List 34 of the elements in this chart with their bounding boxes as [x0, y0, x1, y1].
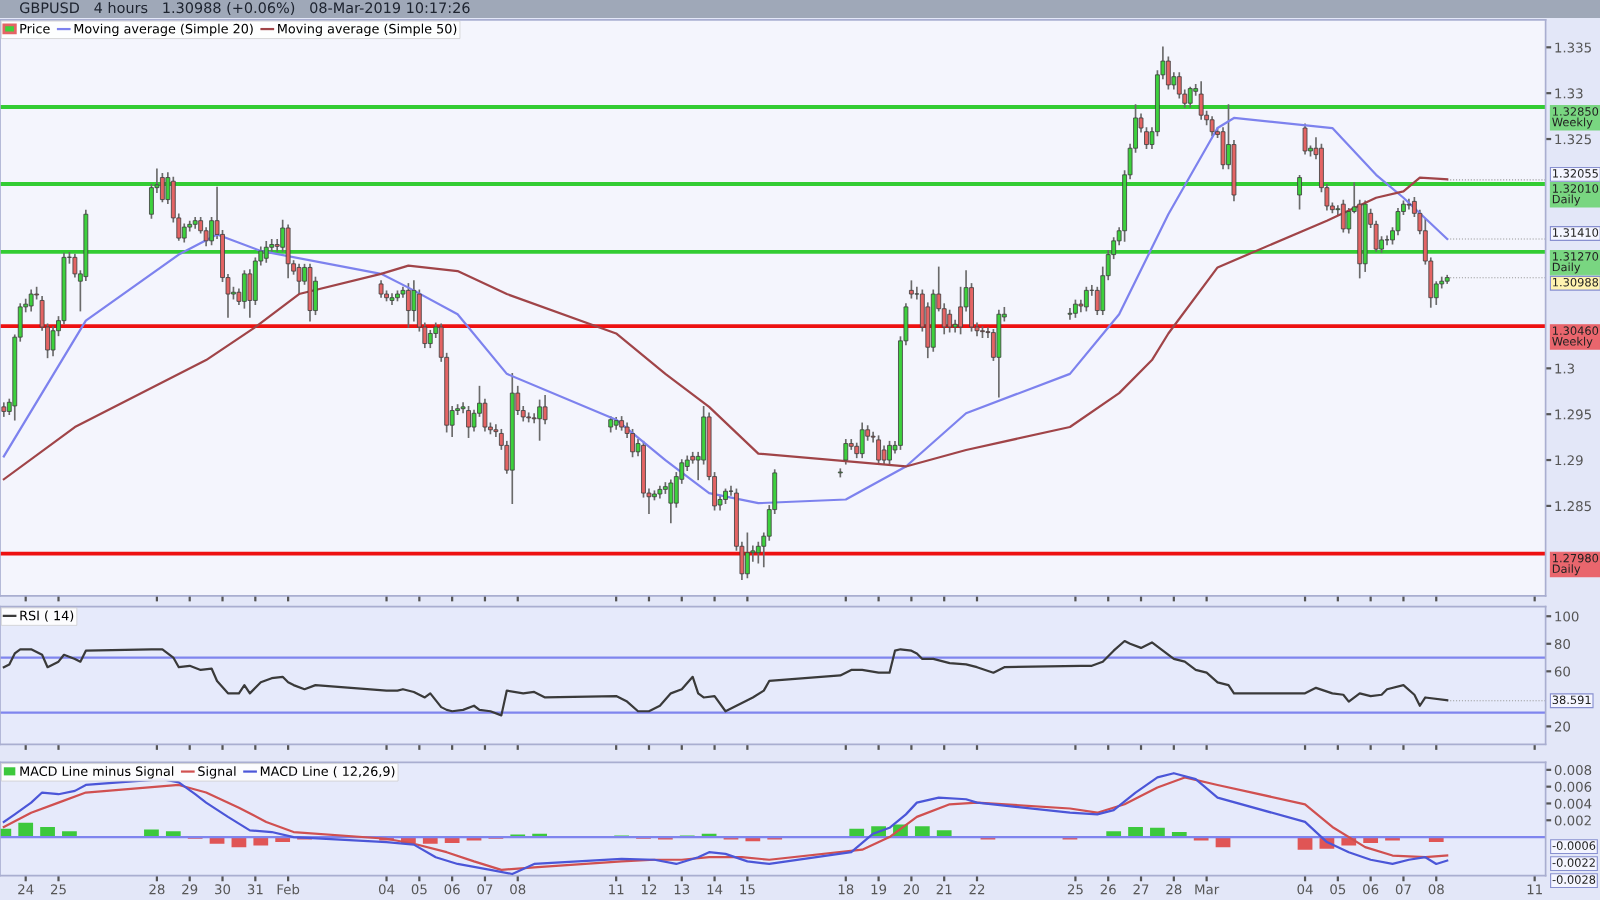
candlestick — [876, 435, 881, 465]
candlestick — [159, 173, 165, 203]
bar — [914, 826, 930, 838]
candlestick — [1302, 123, 1308, 155]
candlestick — [947, 309, 953, 333]
candlestick — [744, 532, 750, 579]
candlestick — [1395, 207, 1401, 236]
line-series — [2, 176, 1449, 481]
candlestick — [307, 263, 313, 322]
candlestick — [1340, 199, 1346, 233]
candlestick — [996, 309, 1002, 398]
candlestick — [537, 399, 543, 441]
candlestick — [887, 440, 892, 465]
bar — [18, 822, 34, 838]
candlestick — [406, 283, 411, 328]
candlestick — [466, 406, 471, 438]
bar — [1297, 837, 1313, 850]
bar — [1128, 826, 1143, 838]
candlestick — [1198, 81, 1204, 120]
line-series — [2, 639, 1449, 717]
candlestick — [28, 289, 34, 312]
candlestick — [1083, 286, 1089, 312]
candlestick — [296, 263, 302, 295]
candlestick — [668, 479, 674, 524]
candlestick — [1067, 307, 1073, 320]
candlestick — [1209, 116, 1215, 137]
candlestick — [389, 293, 395, 305]
candlestick — [755, 541, 761, 564]
candlestick — [843, 439, 849, 465]
candlestick — [859, 422, 865, 459]
bar — [40, 826, 55, 838]
candlestick — [285, 224, 291, 279]
line-series — [2, 116, 1449, 505]
candlestick — [630, 428, 635, 458]
